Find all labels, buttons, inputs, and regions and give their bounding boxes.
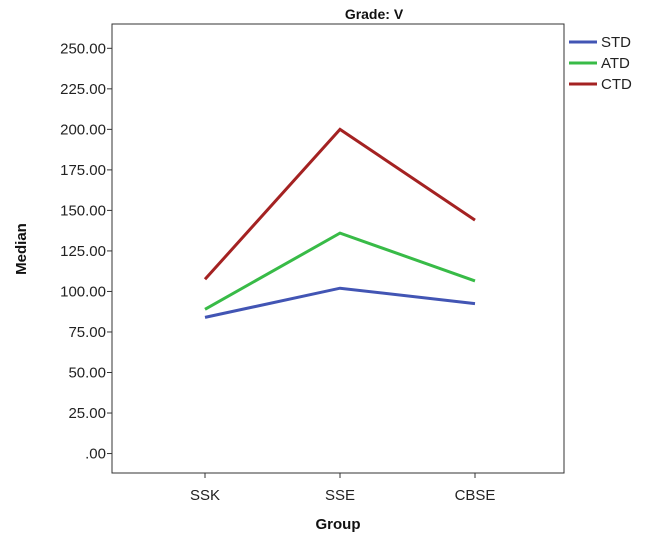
x-tick-label: SSE: [325, 487, 355, 504]
y-tick-label: .00: [85, 446, 106, 463]
x-tick-label: SSK: [190, 487, 220, 504]
y-tick-label: 175.00: [60, 162, 106, 179]
y-tick-label: 25.00: [68, 405, 106, 422]
chart-title: Grade: V: [345, 6, 404, 22]
x-axis-title: Group: [316, 516, 361, 533]
plot-frame: [111, 23, 565, 474]
series-line-std: [204, 286, 476, 319]
series-lines: [203, 127, 476, 319]
y-tick-label: 150.00: [60, 202, 106, 219]
legend-label-ctd: CTD: [601, 76, 632, 93]
y-tick-label: 100.00: [60, 283, 106, 300]
x-axis: SSK SSE CBSE: [190, 473, 495, 504]
legend-label-std: STD: [601, 34, 631, 51]
y-tick-label: 225.00: [60, 81, 106, 98]
y-axis-title: Median: [13, 223, 30, 275]
y-tick-label: 200.00: [60, 121, 106, 138]
y-tick-label: 75.00: [68, 324, 106, 341]
series-line-atd: [204, 231, 476, 311]
y-tick-label: 250.00: [60, 40, 106, 57]
y-tick-label: 50.00: [68, 365, 106, 382]
series-line-ctd: [203, 127, 476, 281]
legend-label-atd: ATD: [601, 55, 630, 72]
y-tick-label: 125.00: [60, 243, 106, 260]
legend: STD ATD CTD: [569, 34, 632, 93]
x-tick-label: CBSE: [455, 487, 496, 504]
y-axis: .00 25.00 50.00 75.00 100.00 125.00 150.00 175.…: [60, 40, 112, 463]
